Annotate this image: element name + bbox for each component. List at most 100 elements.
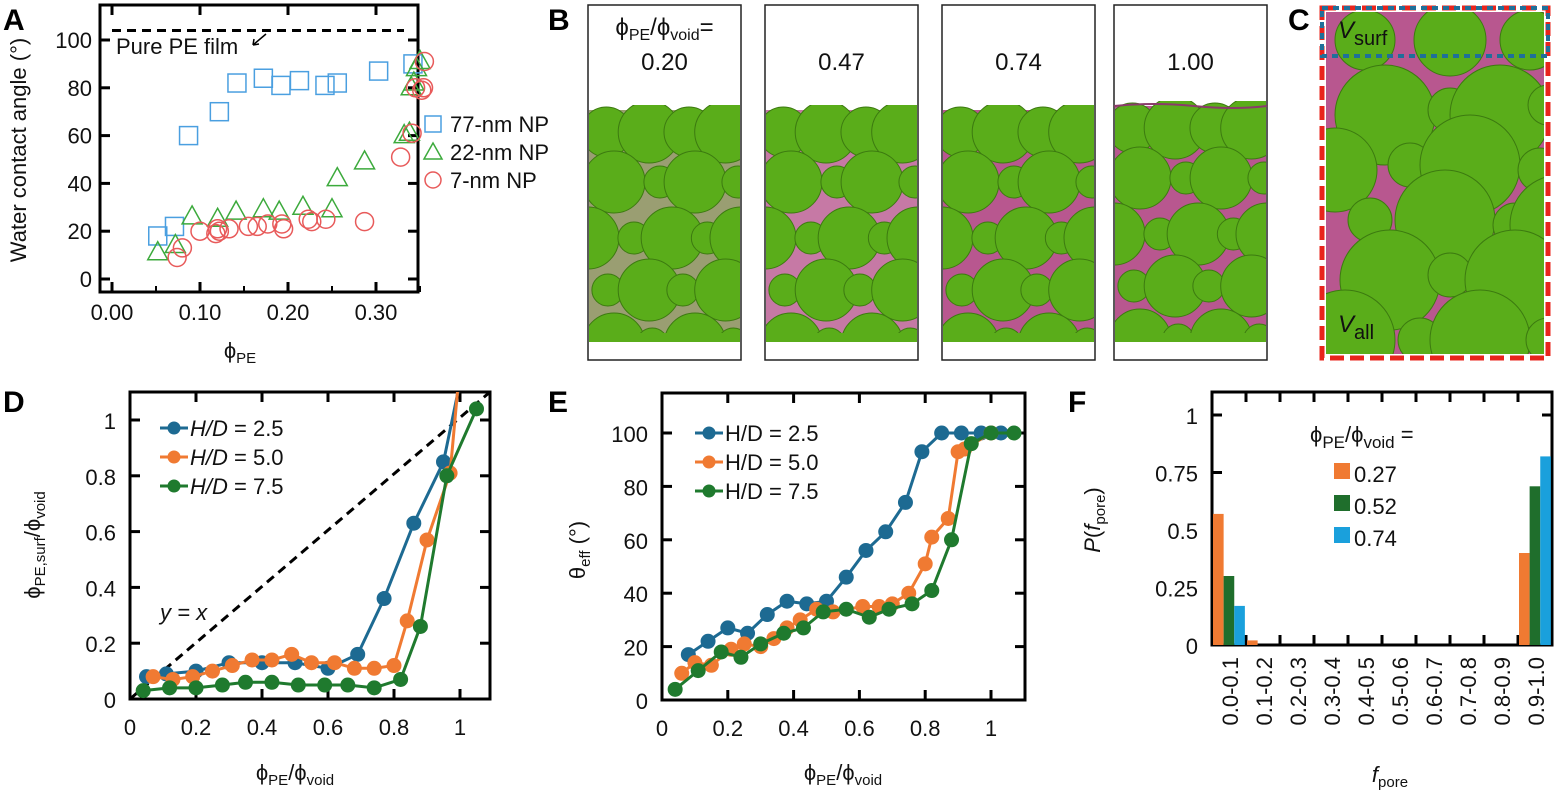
panel-b-snapshot-1.00: 1.00 [1083,4,1268,425]
panel-e-ytick-label: 0 [636,689,648,714]
legend-swatch-icon [1334,495,1350,511]
panel-a-point-77nm [164,216,185,237]
panel-b-nanoparticle [663,150,727,214]
panel-e-data-point [795,620,811,636]
panel-e-data-point [924,583,940,599]
panel-e-data-point [878,524,894,540]
panel-b-snapshot-0.47: 0.47 [764,4,919,414]
panel-b-nanoparticle [1115,146,1172,210]
panel-letter-d: D [3,386,25,419]
panel-d-data-point [224,658,240,674]
panel-a-point-7nm [413,78,434,98]
panel-f-xtick-label: 0.6-0.7 [1422,657,1447,726]
panel-e-data-point [934,425,950,441]
panel-f-xtick-label: 0.4-0.5 [1354,657,1379,726]
panel-a-point-7nm [167,247,187,268]
panel-e-data-point [759,607,775,623]
panel-a-point-7nm [238,216,259,237]
panel-b-simulation-snapshots: ϕPE/ϕvoid= 0.20 0.47 0.74 1.00 [587,4,1268,429]
panel-a-point-7nm [316,209,336,229]
panel-b-nanoparticle [694,105,740,164]
panel-e-data-point [720,620,736,636]
panel-f-ytick-label: 0 [1186,634,1198,659]
panel-d-plot-frame [128,390,492,701]
panel-f-bar [1234,605,1245,645]
panel-a-point-77nm [315,75,335,96]
panel-a-ytick-label: 100 [55,28,92,53]
panel-b-nanoparticle [615,382,647,414]
panel-d-data-point [284,646,300,662]
panel-a-reference-label: Pure PE film [116,34,238,59]
panel-e-data-point [838,569,854,585]
panel-d-xtick-label: 0 [124,715,136,740]
panel-f-bar [1223,576,1235,645]
panel-b-nanoparticle [694,382,726,414]
panel-d-data-point [264,674,280,690]
panel-d-xtick-label: 0.6 [313,715,344,740]
panel-d-data-point [304,655,319,671]
panel-letter-f: F [1068,386,1086,419]
panel-b-nanoparticle [1083,363,1145,425]
panel-f-xtick-label: 0.8-0.9 [1490,657,1515,726]
panel-c-v-surf-box [1320,6,1550,58]
panel-a-legend-label: 77-nm NP [450,112,549,137]
panel-b-nanoparticle [969,382,1001,414]
panel-a-point-7nm [209,221,230,241]
panel-b-nanoparticle [792,382,824,414]
panel-e-ylabel: θeff (°) [565,521,594,579]
panel-b-phi-ratio-label: ϕPE/ϕvoid= [615,14,713,44]
panel-b-snapshot-0.20: ϕPE/ϕvoid= 0.20 [587,4,772,429]
panel-d-ytick-label: 1 [104,409,116,434]
panel-e-ytick-label: 40 [624,582,648,607]
panel-b-nanoparticle [886,206,917,270]
panel-f-legend-label: 0.27 [1354,462,1397,487]
panel-e-data-point [983,425,999,441]
panel-f-bar [1529,486,1541,645]
panel-e-legend-label: H/D = 7.5 [725,479,819,504]
panel-c-film [1326,12,1544,354]
panel-b-nanoparticle [710,367,772,429]
panel-a-point-77nm [209,101,230,122]
panel-a-legend: 77-nm NP 22-nm NP 7-nm NP [422,112,549,193]
panel-a-point-7nm [273,219,294,239]
panel-d-data-point [346,660,362,676]
panel-e-xlabel: ϕPE/ϕvoid [804,760,882,789]
panel-a-point-77nm [271,75,291,96]
panel-d-data-point [188,680,204,696]
panel-e-xtick-label: 1 [985,716,997,741]
legend-marker-icon [702,426,716,440]
panel-e-data-point [963,436,979,452]
panel-f-ytick-label: 0.25 [1155,577,1198,602]
panel-f-xtick-label: 0.2-0.3 [1286,657,1311,726]
panel-e-data-point [940,510,956,526]
panel-a-xlabel: ϕPE [224,338,256,367]
panel-e-ytick-label: 20 [624,636,648,661]
panel-d-data-point [419,532,435,548]
panel-b-nanoparticle [1192,269,1226,303]
panel-d-y-equals-x-reference-line [129,390,491,701]
panel-a-point-22nm [291,194,315,216]
panel-c-v-surf-label: Vsurf [1338,17,1388,50]
panel-c-volume-schematic: Vsurf Vall [1319,5,1551,361]
panel-f-legend-label: 0.52 [1354,494,1397,519]
panel-b-nanoparticle [1141,378,1173,410]
panel-b-pe-surface [1113,103,1268,109]
panel-d-data-point [350,646,366,662]
panel-f-bar [1213,513,1224,645]
panel-e-ytick-label: 80 [624,475,648,500]
panel-a-point-77nm [253,68,274,88]
panel-a-ylabel: Water contact angle (°) [6,38,31,262]
panel-b-nanoparticle [840,150,904,214]
panel-a-ytick-label: 0 [80,267,92,292]
panel-e-data-point [815,604,831,620]
panel-d-data-point [412,618,428,634]
panel-f-ytick-label: 0.5 [1167,519,1198,544]
panel-f-xtick-label: 0.1-0.2 [1252,657,1277,726]
panel-e-data-point [674,665,690,681]
panel-c-nanoparticle [1525,317,1544,354]
panel-a-point-7nm [219,219,239,239]
panel-a-point-7nm [390,147,411,167]
panel-e-legend-label: H/D = 5.0 [725,450,819,475]
panel-a-point-7nm [172,238,193,258]
